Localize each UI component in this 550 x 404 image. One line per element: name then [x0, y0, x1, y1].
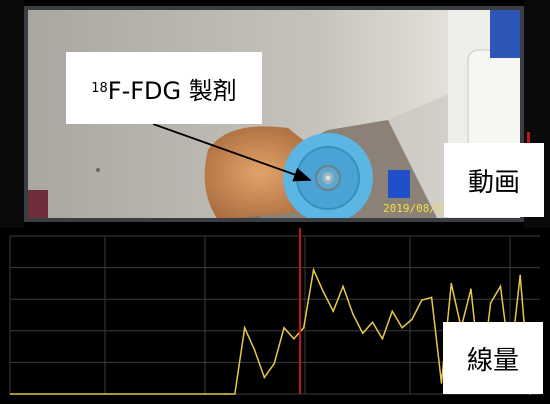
dose-point-6	[283, 326, 285, 329]
dose-point-15	[371, 321, 374, 324]
dose-point-4	[263, 376, 266, 379]
dose-point-18	[401, 326, 403, 329]
tracer-label: 18 F-FDG 製剤	[66, 52, 262, 124]
tracer-text: F-FDG 製剤	[107, 76, 237, 105]
dose-point-0	[224, 393, 226, 395]
dose-point-10	[322, 291, 325, 293]
dose-point-12	[342, 285, 344, 288]
dose-point-19	[411, 318, 413, 321]
dose-point-5	[273, 362, 275, 365]
dose-point-21	[430, 296, 433, 299]
dose-point-30	[519, 274, 521, 277]
dose-point-14	[361, 332, 364, 335]
dose-point-17	[391, 310, 394, 312]
video-timestamp: 2019/08/2	[383, 202, 443, 215]
side-indicator	[527, 132, 530, 150]
dose-point-28	[499, 285, 502, 288]
dose-point-1	[234, 393, 236, 395]
dose-point-20	[420, 299, 423, 301]
video-label: 動画	[444, 143, 544, 217]
tracer-superscript: 18	[91, 80, 108, 96]
dose-point-25	[470, 288, 472, 290]
dose-point-8	[302, 326, 305, 329]
dose-point-16	[381, 338, 384, 340]
dose-point-22	[440, 382, 443, 384]
dose-point-7	[293, 338, 295, 340]
dose-point-11	[332, 310, 335, 312]
dose-point-2	[243, 326, 246, 329]
dose-point-9	[312, 269, 315, 271]
dose-point-23	[450, 282, 453, 285]
dose-label: 線量	[443, 322, 543, 394]
dose-point-27	[489, 302, 492, 304]
dose-point-3	[253, 349, 256, 351]
left-border	[0, 0, 24, 228]
dose-point-13	[352, 313, 354, 315]
